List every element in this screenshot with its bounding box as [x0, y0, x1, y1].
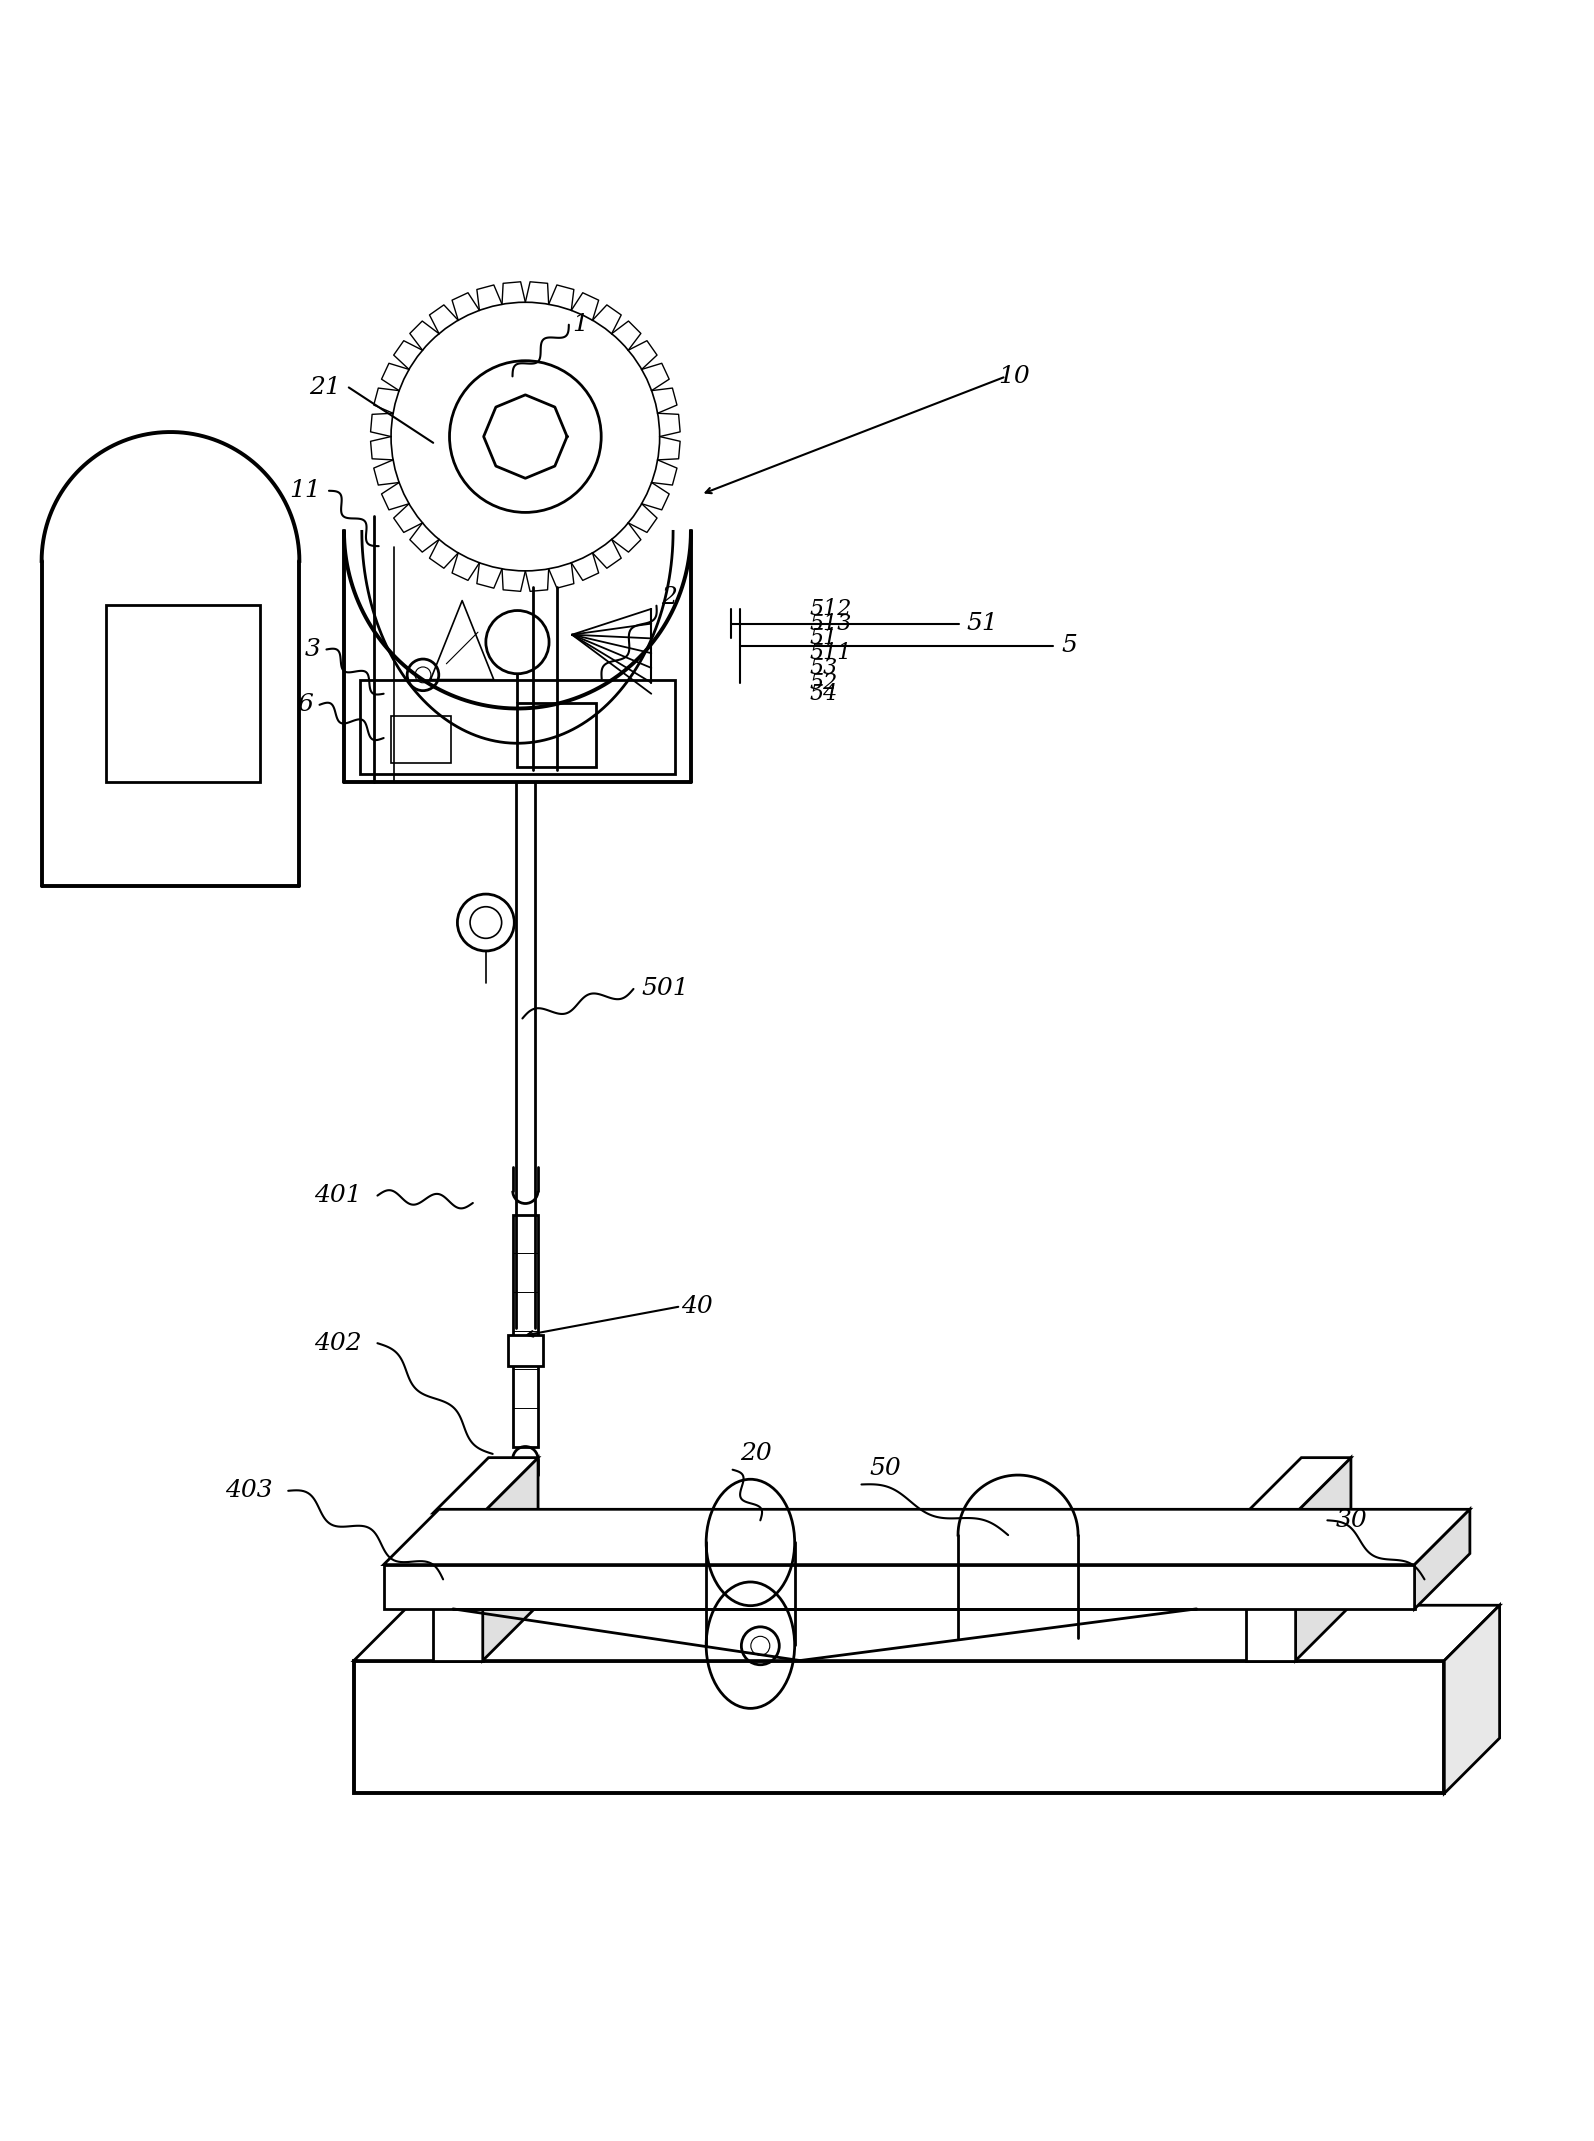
Polygon shape	[1444, 1606, 1500, 1794]
Text: 40: 40	[681, 1295, 713, 1319]
Text: 51: 51	[810, 627, 838, 649]
Text: 501: 501	[641, 978, 689, 1000]
Text: 2: 2	[662, 587, 677, 610]
Polygon shape	[483, 1458, 539, 1661]
Bar	[384, 1565, 1414, 1608]
Text: 5: 5	[1062, 634, 1078, 657]
Bar	[354, 1661, 1444, 1794]
Bar	[107, 606, 260, 781]
Text: 401: 401	[314, 1184, 362, 1208]
Text: 512: 512	[810, 597, 853, 621]
Polygon shape	[1296, 1458, 1352, 1661]
Polygon shape	[384, 1509, 1470, 1565]
Text: 54: 54	[810, 683, 838, 704]
Polygon shape	[1247, 1458, 1352, 1514]
Bar	[513, 1214, 539, 1447]
Text: 1: 1	[572, 313, 588, 336]
Bar	[508, 1334, 542, 1366]
Text: 50: 50	[869, 1458, 901, 1479]
Text: 53: 53	[810, 657, 838, 679]
Polygon shape	[434, 1458, 539, 1514]
Bar	[518, 702, 596, 766]
Text: 3: 3	[304, 638, 320, 662]
Text: 513: 513	[810, 612, 853, 634]
Text: 30: 30	[1336, 1509, 1368, 1531]
Text: 52: 52	[810, 672, 838, 694]
Text: 403: 403	[225, 1479, 273, 1503]
Polygon shape	[1414, 1509, 1470, 1608]
Text: 11: 11	[290, 480, 322, 503]
Text: 20: 20	[741, 1443, 771, 1464]
Text: 6: 6	[298, 694, 314, 717]
Text: 21: 21	[309, 377, 341, 398]
Text: 402: 402	[314, 1332, 362, 1355]
Polygon shape	[354, 1606, 1500, 1661]
Bar	[1247, 1514, 1296, 1661]
Bar	[360, 679, 676, 775]
Text: 51: 51	[966, 612, 998, 636]
Text: 10: 10	[998, 364, 1030, 388]
Bar	[434, 1514, 483, 1661]
Bar	[392, 715, 451, 764]
Text: 511: 511	[810, 642, 853, 664]
